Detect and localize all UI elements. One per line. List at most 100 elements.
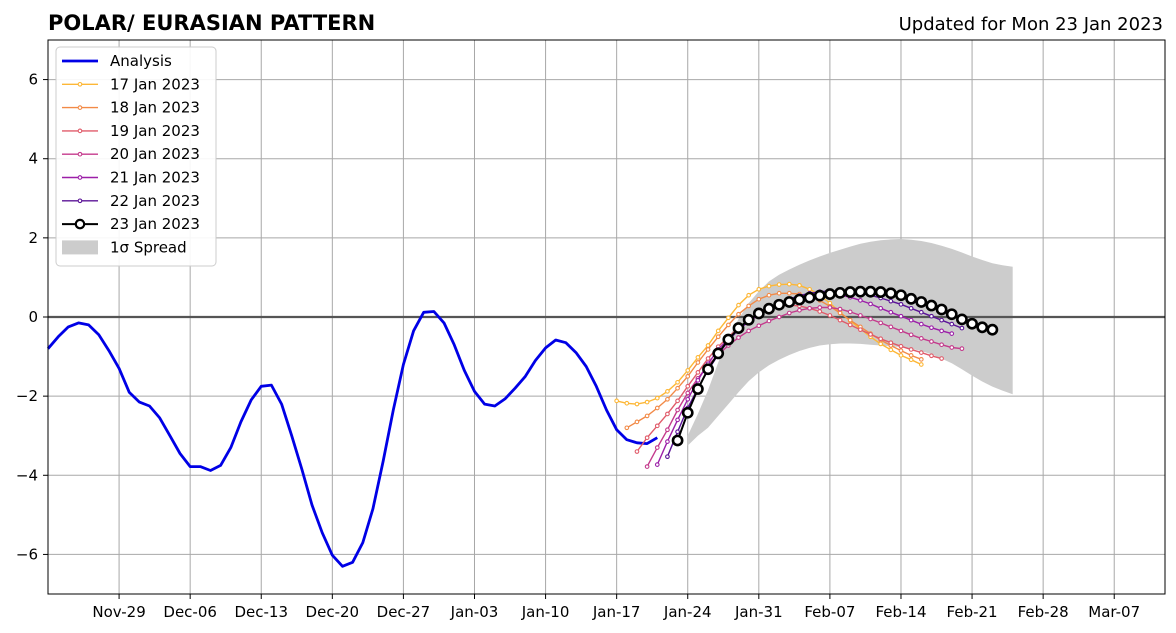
forecast-point xyxy=(665,411,670,417)
forecast-point xyxy=(813,289,826,302)
forecast-point xyxy=(695,377,701,383)
forecast-point xyxy=(918,321,924,327)
x-tick-label: Mar-07 xyxy=(1088,603,1140,621)
y-tick-label: 2 xyxy=(28,229,38,247)
x-tick-label: Dec-06 xyxy=(163,603,217,621)
forecast-point xyxy=(776,314,782,320)
forecast-point xyxy=(807,305,812,311)
forecast-point xyxy=(847,317,853,323)
forecast-point xyxy=(671,434,684,447)
forecast-point xyxy=(786,290,792,296)
forecast-point xyxy=(844,286,857,298)
legend-marker xyxy=(77,151,83,157)
forecast-point xyxy=(868,316,873,322)
legend-label: 22 Jan 2023 xyxy=(110,192,200,210)
legend-label: 21 Jan 2023 xyxy=(110,169,200,187)
legend: Analysis 17 Jan 2023 18 Jan 2023 19 Jan 202… xyxy=(55,46,217,267)
forecast-point xyxy=(966,317,978,330)
forecast-point xyxy=(654,462,660,467)
forecast-point xyxy=(959,325,965,331)
x-tick-label: Dec-13 xyxy=(234,603,288,621)
forecast-point xyxy=(665,389,670,394)
forecast-point xyxy=(898,353,904,358)
forecast-point xyxy=(654,395,660,401)
forecast-point xyxy=(736,335,741,340)
legend-label: 19 Jan 2023 xyxy=(110,122,200,140)
forecast-point xyxy=(918,309,924,315)
forecast-point xyxy=(746,292,752,298)
forecast-point xyxy=(675,379,680,385)
forecast-point xyxy=(935,303,948,316)
forecast-point xyxy=(945,308,958,321)
forecast-point xyxy=(878,341,884,347)
forecast-point xyxy=(675,407,680,413)
forecast-point xyxy=(634,449,640,454)
forecast-point xyxy=(929,325,934,331)
forecast-point xyxy=(654,405,660,411)
forecast-point xyxy=(908,357,914,363)
forecast-point xyxy=(766,292,772,298)
forecast-point xyxy=(752,307,765,320)
forecast-point xyxy=(949,331,955,336)
legend-label: 18 Jan 2023 xyxy=(110,99,200,117)
forecast-point xyxy=(949,321,955,327)
forecast-point xyxy=(908,347,914,352)
forecast-point xyxy=(898,301,904,307)
forecast-point xyxy=(773,298,786,311)
forecast-point xyxy=(624,400,630,406)
forecast-point xyxy=(858,327,863,333)
forecast-point xyxy=(976,321,989,334)
legend-swatch xyxy=(62,240,98,255)
forecast-point xyxy=(898,343,904,349)
forecast-point xyxy=(766,283,772,289)
legend-item: 17 Jan 2023 xyxy=(62,75,200,93)
forecast-point xyxy=(888,298,894,304)
y-tick-label: −2 xyxy=(16,387,38,405)
forecast-point xyxy=(918,362,924,367)
legend-marker xyxy=(77,128,83,134)
x-tick-label: Nov-29 xyxy=(92,603,145,621)
legend-item: 19 Jan 2023 xyxy=(62,122,200,140)
forecast-point xyxy=(644,413,650,419)
forecast-point xyxy=(695,370,701,375)
forecast-point xyxy=(624,425,630,431)
forecast-point xyxy=(644,399,650,405)
forecast-point xyxy=(878,320,884,326)
forecast-point xyxy=(681,406,694,419)
forecast-point xyxy=(939,342,944,348)
forecast-point xyxy=(864,285,877,298)
forecast-point xyxy=(797,282,802,288)
forecast-point xyxy=(807,286,812,292)
forecast-point xyxy=(776,282,782,287)
legend-marker xyxy=(77,198,83,204)
forecast-point xyxy=(691,383,704,395)
forecast-point xyxy=(884,287,897,300)
spread-band xyxy=(687,239,1013,446)
forecast-point xyxy=(675,398,680,404)
forecast-point xyxy=(705,347,711,352)
analysis-line xyxy=(46,310,659,568)
forecast-point xyxy=(918,350,924,355)
forecast-point xyxy=(834,286,846,299)
forecast-point xyxy=(644,464,650,469)
y-tick-label: 6 xyxy=(28,71,38,89)
chart-title: POLAR/ EURASIAN PATTERN xyxy=(48,11,375,35)
x-tick-label: Feb-14 xyxy=(875,603,926,621)
forecast-point xyxy=(908,332,914,338)
legend-label: 17 Jan 2023 xyxy=(110,75,200,93)
forecast-point xyxy=(888,309,894,315)
forecast-point xyxy=(685,396,691,402)
legend-item: 1σ Spread xyxy=(62,238,187,256)
forecast-point xyxy=(908,317,914,323)
forecast-point xyxy=(824,288,836,300)
forecast-point xyxy=(634,419,640,425)
forecast-point xyxy=(847,322,853,328)
forecast-point xyxy=(726,315,731,321)
plot-area: Nov-29 Dec-06 Dec-13 Dec-20 Dec-27 Jan-03 Jan-… xyxy=(16,39,1166,621)
forecast-point xyxy=(685,374,691,379)
forecast-point xyxy=(736,311,741,317)
forecast-point xyxy=(837,306,843,312)
legend-marker xyxy=(77,81,83,87)
x-tick-label: Feb-28 xyxy=(1018,603,1069,621)
